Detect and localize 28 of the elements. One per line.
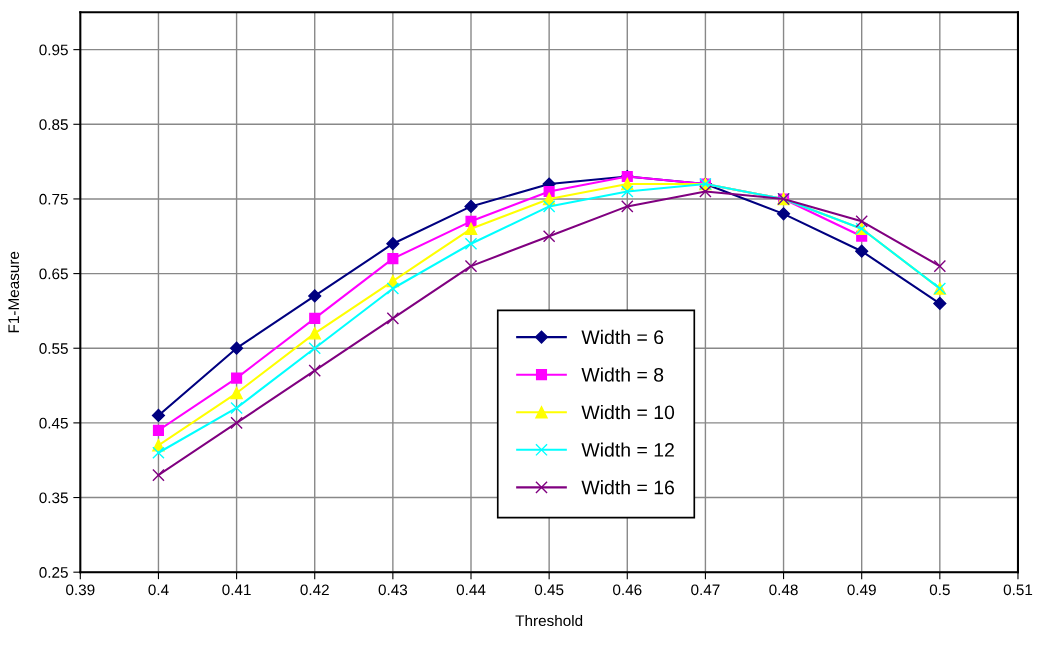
- x-tick-label: 0.47: [691, 584, 720, 596]
- x-tick-label: 0.45: [534, 584, 564, 596]
- y-tick-label: 0.35: [39, 492, 68, 504]
- legend-label: Width = 8: [581, 367, 664, 382]
- x-tick-label: 0.39: [66, 584, 95, 596]
- y-tick-label: 0.45: [39, 417, 68, 429]
- x-tick-label: 0.5: [929, 584, 950, 596]
- legend-label: Width = 16: [581, 480, 674, 495]
- y-tick-label: 0.25: [39, 567, 68, 578]
- legend-label: Width = 10: [581, 404, 675, 420]
- x-tick-label: 0.43: [378, 584, 408, 596]
- x-axis-title: Threshold: [515, 614, 583, 627]
- legend-label: Width = 12: [581, 442, 674, 457]
- x-tick-label: 0.51: [1003, 584, 1033, 596]
- x-tick-label: 0.41: [222, 584, 251, 596]
- y-tick-label: 0.65: [39, 268, 68, 280]
- y-axis-title: F1-Measure: [8, 251, 20, 333]
- x-tick-label: 0.48: [769, 584, 798, 596]
- x-tick-label: 0.46: [613, 584, 642, 596]
- y-tick-label: 0.85: [39, 119, 68, 130]
- x-tick-label: 0.42: [300, 584, 329, 596]
- x-tick-label: 0.44: [456, 584, 486, 596]
- y-tick-label: 0.75: [39, 193, 68, 205]
- y-tick-label: 0.95: [39, 44, 68, 56]
- y-tick-label: 0.55: [39, 343, 68, 354]
- x-tick-label: 0.4: [148, 584, 169, 596]
- legend-label: Width = 6: [581, 329, 664, 345]
- x-tick-label: 0.49: [847, 584, 876, 596]
